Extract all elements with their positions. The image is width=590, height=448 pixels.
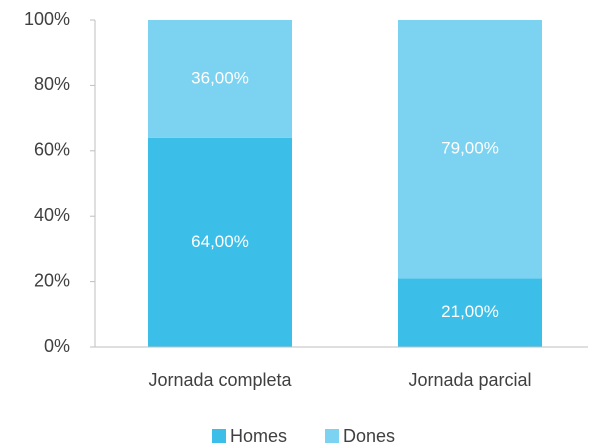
bar-segment <box>148 137 292 347</box>
legend-swatch <box>325 429 339 443</box>
data-label: 79,00% <box>441 139 499 158</box>
y-tick-label: 100% <box>24 9 70 29</box>
data-label: 36,00% <box>191 68 249 87</box>
y-tick-label: 80% <box>34 74 70 94</box>
y-tick-label: 60% <box>34 140 70 160</box>
legend-swatch <box>212 429 226 443</box>
data-label: 21,00% <box>441 302 499 321</box>
bar-segment <box>398 20 542 279</box>
data-label: 64,00% <box>191 232 249 251</box>
y-tick-label: 20% <box>34 270 70 290</box>
y-tick-label: 40% <box>34 205 70 225</box>
bar-segment <box>398 278 542 347</box>
legend-label: Homes <box>230 426 287 446</box>
x-tick-label: Jornada parcial <box>408 370 531 390</box>
legend-label: Dones <box>343 426 395 446</box>
bar-segment <box>148 20 292 138</box>
x-tick-label: Jornada completa <box>148 370 292 390</box>
y-tick-label: 0% <box>44 336 70 356</box>
